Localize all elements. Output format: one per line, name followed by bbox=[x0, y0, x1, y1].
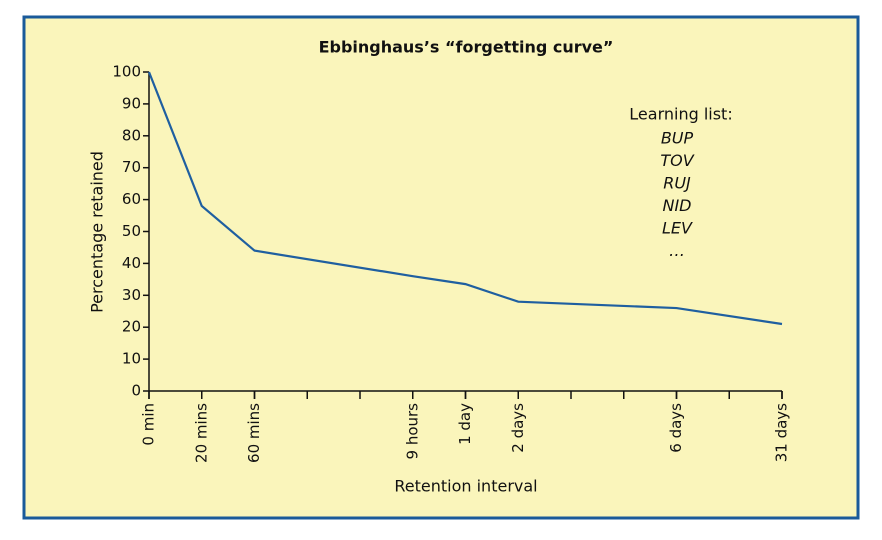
annotation-item: RUJ bbox=[663, 174, 691, 193]
chart-title: Ebbinghaus’s “forgetting curve” bbox=[319, 38, 614, 57]
x-tick-label: 2 days bbox=[509, 403, 527, 453]
y-tick-label: 20 bbox=[122, 318, 141, 336]
x-tick-label: 9 hours bbox=[403, 403, 421, 460]
y-axis-label: Percentage retained bbox=[88, 151, 107, 313]
x-axis-label: Retention interval bbox=[394, 477, 537, 496]
y-tick-label: 50 bbox=[122, 222, 141, 240]
x-tick-label: 20 mins bbox=[192, 403, 210, 463]
y-tick-label: 40 bbox=[122, 254, 141, 272]
y-tick-label: 100 bbox=[112, 63, 141, 81]
y-tick-label: 70 bbox=[122, 158, 141, 176]
line bbox=[147, 71, 783, 326]
x-tick-label: 31 days bbox=[773, 403, 791, 462]
x-tick-label: 60 mins bbox=[245, 403, 263, 463]
panel bbox=[22, 15, 860, 520]
annotation-item: TOV bbox=[660, 151, 694, 170]
x-tick-label: 0 min bbox=[140, 403, 158, 446]
annotation-item: LEV bbox=[662, 219, 693, 238]
x-tick-label: 1 day bbox=[456, 403, 474, 445]
y-tick-label: 0 bbox=[131, 382, 141, 400]
annotation-item: BUP bbox=[661, 129, 694, 148]
x-tick-label: 6 days bbox=[667, 403, 685, 453]
y-tick-label: 10 bbox=[122, 350, 141, 368]
y-tick-label: 30 bbox=[122, 286, 141, 304]
annotation-title: Learning list: bbox=[629, 105, 732, 124]
y-tick-label: 90 bbox=[122, 94, 141, 112]
annotation-item: NID bbox=[662, 196, 691, 215]
annotation-item: … bbox=[669, 241, 685, 260]
y-tick-label: 80 bbox=[122, 126, 141, 144]
y-tick-label: 60 bbox=[122, 190, 141, 208]
